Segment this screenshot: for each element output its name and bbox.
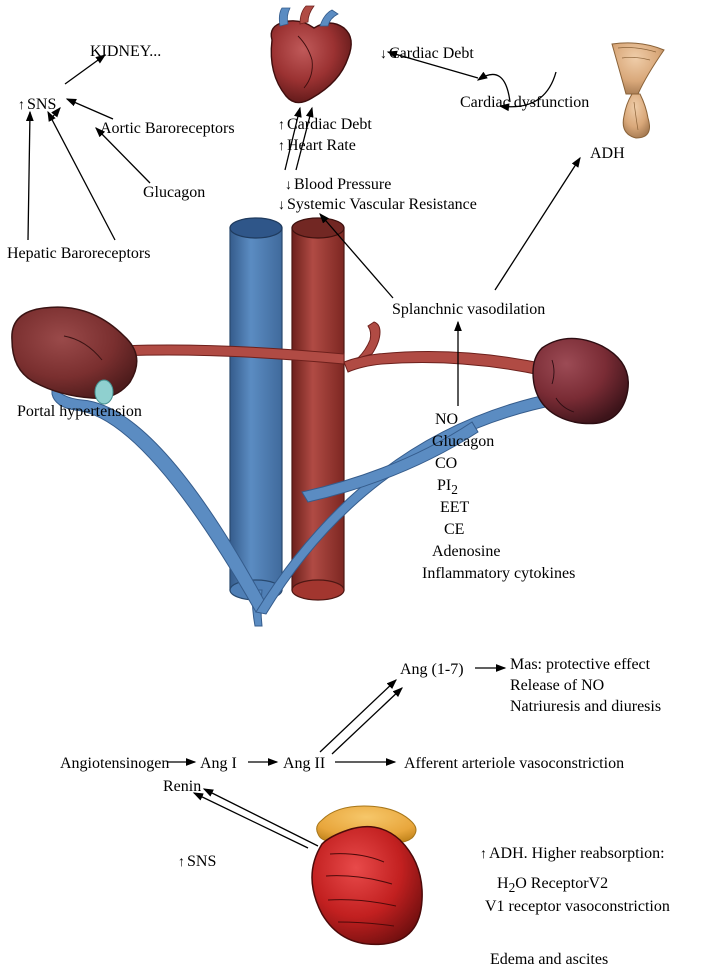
label-heart-rate-up: ↑Heart Rate	[278, 136, 356, 156]
down-arrow-icon: ↓	[285, 177, 292, 195]
adh-gland-icon	[612, 43, 664, 138]
label-adh: ADH	[590, 144, 625, 164]
label-aortic-baroreceptors: Aortic Baroreceptors	[100, 119, 235, 139]
label-sns-low: ↑SNS	[178, 852, 216, 872]
label-mediator-inflammatory: Inflammatory cytokines	[422, 564, 575, 584]
label-ang17: Ang (1-7)	[400, 660, 464, 680]
spleen-icon	[533, 338, 628, 423]
label-glucagon-upper: Glucagon	[143, 183, 205, 203]
label-mediator-glucagon: Glucagon	[432, 432, 494, 452]
label-mediator-eet: EET	[440, 498, 469, 518]
label-bp-down: ↓Blood Pressure	[285, 175, 391, 195]
label-sns-up: ↑SNS	[18, 95, 56, 115]
label-cardiac-debt-up: ↑Cardiac Debt	[278, 115, 372, 135]
label-release-no: Release of NO	[510, 676, 604, 696]
up-arrow-icon: ↑	[278, 117, 285, 135]
label-mediator-pi2: PI2	[437, 476, 458, 499]
label-hepatic-baroreceptors: Hepatic Baroreceptors	[7, 244, 150, 264]
up-arrow-icon: ↑	[178, 854, 185, 872]
label-mediator-co: CO	[435, 454, 457, 474]
label-ang1: Ang I	[200, 754, 237, 774]
label-v1: V1 receptor vasoconstriction	[485, 897, 670, 917]
down-arrow-icon: ↓	[278, 197, 285, 215]
up-arrow-icon: ↑	[480, 846, 487, 864]
label-mediator-adenosine: Adenosine	[432, 542, 500, 562]
label-kidney-dots: KIDNEY...	[90, 42, 161, 62]
liver-icon	[12, 307, 137, 404]
label-mediator-ce: CE	[444, 520, 464, 540]
label-natri: Natriuresis and diuresis	[510, 697, 661, 717]
label-h2o-receptor: H2O ReceptorV2	[497, 874, 608, 897]
label-splanchnic: Splanchnic vasodilation	[392, 300, 545, 320]
label-portal-hypertension: Portal hypertension	[17, 402, 142, 422]
label-afferent: Afferent arteriole vasoconstriction	[404, 754, 624, 774]
label-renin: Renin	[163, 777, 201, 797]
label-mas: Mas: protective effect	[510, 655, 650, 675]
down-arrow-icon: ↓	[380, 46, 387, 64]
up-arrow-icon: ↑	[18, 97, 25, 115]
label-ang2: Ang II	[283, 754, 325, 774]
label-cardiac-dysfunction: Cardiac dysfunction	[460, 93, 589, 113]
label-angiotensinogen: Angiotensinogen	[60, 754, 169, 774]
label-adh-higher: ↑ADH. Higher reabsorption:	[480, 844, 665, 864]
kidney-icon	[312, 806, 422, 944]
up-arrow-icon: ↑	[278, 138, 285, 156]
label-cardiac-debt-down: ↓Cardiac Debt	[380, 44, 474, 64]
label-svr-down: ↓Systemic Vascular Resistance	[278, 195, 477, 215]
label-mediator-no: NO	[435, 410, 458, 430]
heart-icon	[271, 6, 351, 103]
central-vein	[230, 218, 282, 600]
label-edema: Edema and ascites	[490, 950, 608, 970]
